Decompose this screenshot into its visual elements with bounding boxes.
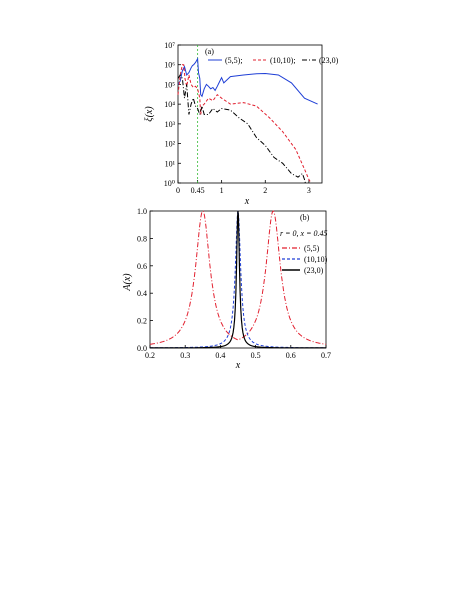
panel-a-y-label: ξ(x)	[144, 106, 155, 122]
y-tick-label: 10¹	[165, 159, 176, 168]
y-tick-label: 10²	[165, 140, 176, 149]
x-tick-label: 2	[263, 186, 267, 195]
y-tick-label: 10³	[165, 120, 176, 129]
y-tick-label: 0.2	[137, 317, 147, 326]
series-line	[177, 57, 318, 105]
y-tick-label: 10⁰	[164, 179, 175, 188]
legend-entry: (10,10)	[304, 255, 328, 264]
y-tick-label: 0.0	[137, 344, 147, 353]
series-line	[177, 74, 306, 184]
y-tick-label: 10⁷	[164, 41, 175, 50]
y-tick-label: 1.0	[137, 207, 147, 216]
panel-a-series	[177, 57, 318, 184]
x-tick-label: 0.3	[180, 351, 190, 360]
y-tick-label: 0.8	[137, 234, 147, 243]
x-tick-label: 0	[176, 186, 180, 195]
panel-a-frame	[177, 44, 323, 184]
panel-a-y-ticks: 10⁰ 10¹ 10² 10³ 10⁴ 10⁵ 10⁶ 10⁷	[164, 41, 181, 188]
legend-entry: (10,10);	[270, 56, 296, 65]
x-tick-label: 0.5	[251, 351, 261, 360]
panel-b-y-label: A(x)	[122, 273, 133, 292]
x-tick-label: 0.2	[145, 351, 155, 360]
series-line	[177, 64, 312, 184]
legend-entry: (5,5)	[304, 244, 320, 253]
y-tick-label: 10⁶	[164, 61, 175, 70]
panel-a-x-label: x	[244, 196, 250, 207]
legend-entry: (23,0)	[304, 266, 324, 275]
x-tick-label: 0.45	[191, 186, 205, 195]
x-tick-label: 0.7	[321, 351, 331, 360]
panel-b-series	[149, 210, 327, 349]
series-line	[149, 210, 327, 345]
panel-a-legend: (5,5); (10,10); (23,0)	[208, 56, 339, 65]
legend-entry: (5,5);	[225, 56, 243, 65]
legend-entry: (23,0)	[319, 56, 339, 65]
panel-b-y-ticks: 0.0 0.2 0.4 0.6 0.8 1.0	[137, 207, 153, 353]
x-tick-label: 1	[220, 186, 224, 195]
panel-b-x-label: x	[235, 360, 241, 371]
y-tick-label: 10⁵	[164, 80, 175, 89]
x-tick-label: 0.4	[215, 351, 225, 360]
panel-b-legend: (5,5) (10,10) (23,0)	[282, 244, 328, 275]
panel-a: 10⁰ 10¹ 10² 10³ 10⁴ 10⁵ 10⁶ 10⁷ 0 0.45 1 2 3 (a) (5…	[144, 41, 339, 207]
panel-a-label: (a)	[205, 47, 214, 56]
y-tick-label: 0.6	[137, 262, 147, 271]
x-tick-label: 0.6	[286, 351, 296, 360]
y-tick-label: 0.4	[137, 289, 147, 298]
panel-b-label: (b)	[300, 213, 310, 222]
panel-a-x-ticks: 0 0.45 1 2 3	[176, 180, 311, 195]
series-line	[150, 210, 326, 349]
panel-b: 0.00.20.40.60.81.0 0.2 0.3 0.4 0.5 0.6 0.7 (b…	[122, 207, 331, 371]
x-tick-label: 3	[307, 186, 311, 195]
panel-b-annotation: r = 0, x = 0.45	[280, 229, 327, 238]
y-tick-label: 10⁴	[164, 100, 175, 109]
